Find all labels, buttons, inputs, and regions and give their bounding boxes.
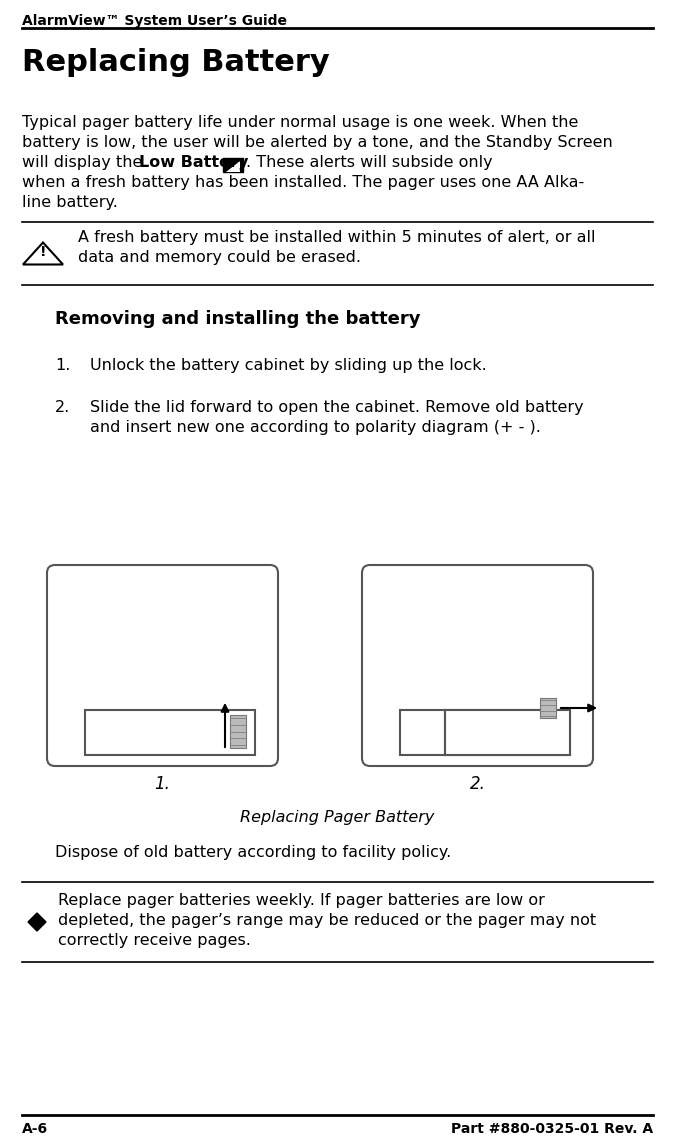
- Polygon shape: [226, 161, 240, 172]
- Text: data and memory could be erased.: data and memory could be erased.: [78, 250, 361, 265]
- Text: 2.: 2.: [470, 775, 485, 793]
- Bar: [445, 710, 570, 755]
- Text: Dispose of old battery according to facility policy.: Dispose of old battery according to faci…: [55, 845, 452, 860]
- FancyBboxPatch shape: [362, 565, 593, 766]
- Text: !: !: [40, 245, 47, 259]
- Text: Low Battery: Low Battery: [139, 155, 248, 170]
- Bar: [85, 710, 255, 755]
- Text: will display the: will display the: [22, 155, 148, 170]
- Text: Replace pager batteries weekly. If pager batteries are low or: Replace pager batteries weekly. If pager…: [58, 894, 545, 908]
- Polygon shape: [23, 242, 63, 265]
- Text: Part #880-0325-01 Rev. A: Part #880-0325-01 Rev. A: [451, 1122, 653, 1136]
- Text: A fresh battery must be installed within 5 minutes of alert, or all: A fresh battery must be installed within…: [78, 231, 595, 245]
- Text: 1.: 1.: [155, 775, 170, 793]
- Text: line battery.: line battery.: [22, 195, 118, 210]
- Text: Replacing Pager Battery: Replacing Pager Battery: [240, 810, 435, 825]
- Bar: [400, 710, 570, 755]
- Text: correctly receive pages.: correctly receive pages.: [58, 933, 251, 949]
- Text: and insert new one according to polarity diagram (+ - ).: and insert new one according to polarity…: [90, 420, 541, 435]
- Text: AlarmView™ System User’s Guide: AlarmView™ System User’s Guide: [22, 14, 287, 28]
- FancyBboxPatch shape: [223, 158, 243, 172]
- Text: 1.: 1.: [55, 358, 70, 373]
- Text: when a fresh battery has been installed. The pager uses one AA Alka-: when a fresh battery has been installed.…: [22, 175, 585, 190]
- Text: Unlock the battery cabinet by sliding up the lock.: Unlock the battery cabinet by sliding up…: [90, 358, 487, 373]
- Text: Typical pager battery life under normal usage is one week. When the: Typical pager battery life under normal …: [22, 115, 578, 130]
- Text: Slide the lid forward to open the cabinet. Remove old battery: Slide the lid forward to open the cabine…: [90, 400, 584, 415]
- Text: Removing and installing the battery: Removing and installing the battery: [55, 310, 421, 328]
- Polygon shape: [28, 913, 46, 931]
- Text: depleted, the pager’s range may be reduced or the pager may not: depleted, the pager’s range may be reduc…: [58, 913, 596, 928]
- Text: battery is low, the user will be alerted by a tone, and the Standby Screen: battery is low, the user will be alerted…: [22, 135, 613, 150]
- FancyBboxPatch shape: [47, 565, 278, 766]
- Text: Replacing Battery: Replacing Battery: [22, 48, 330, 77]
- Text: A-6: A-6: [22, 1122, 48, 1136]
- Text: . These alerts will subside only: . These alerts will subside only: [246, 155, 493, 170]
- Bar: [540, 699, 556, 718]
- Bar: [230, 715, 246, 748]
- Text: 2.: 2.: [55, 400, 70, 415]
